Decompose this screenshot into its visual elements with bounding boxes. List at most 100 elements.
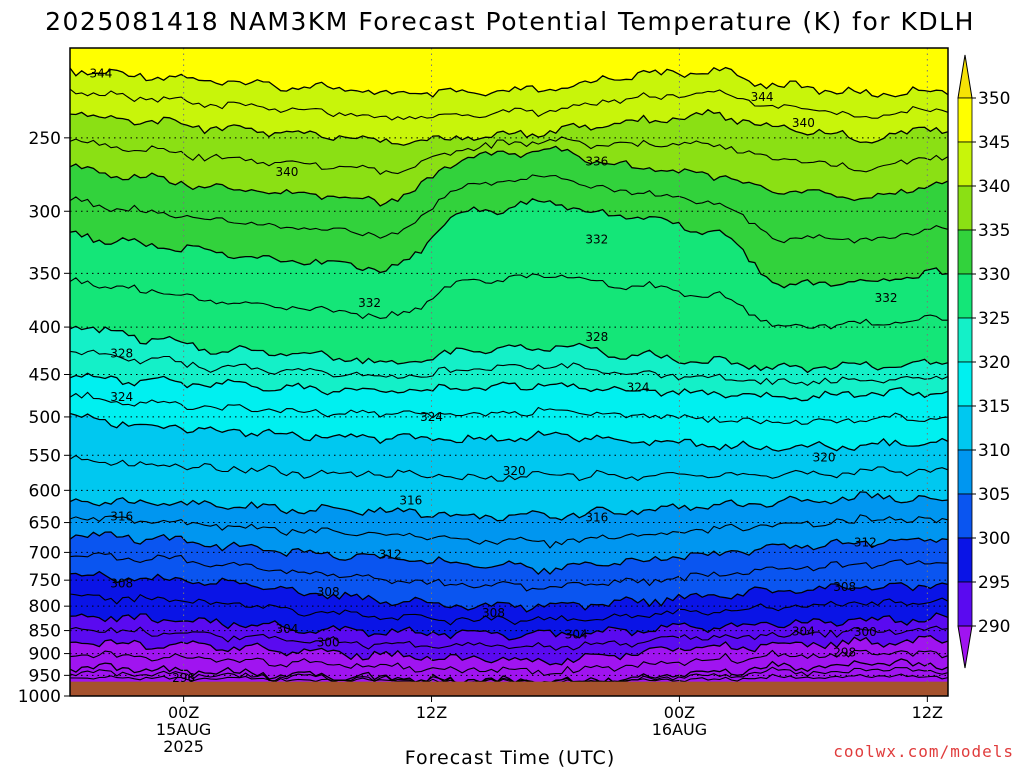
colorbar-segment — [957, 317, 973, 363]
y-tick-label: 650 — [29, 514, 61, 534]
contour-label: 340 — [275, 165, 298, 179]
isentrope-line-344 — [70, 66, 948, 98]
isentrope-line-314 — [70, 514, 948, 549]
x-axis-label: Forecast Time (UTC) — [405, 747, 615, 768]
x-tick-label: 00Z — [664, 703, 695, 722]
isentrope-line-328 — [70, 325, 948, 374]
contour-label-layer: 344 344 340 340 336 332 332 332 328 328 324 324 324 3… — [90, 66, 898, 685]
y-tick-label: 300 — [29, 202, 61, 222]
colorbar-segment — [957, 449, 973, 495]
contour-label: 340 — [792, 116, 815, 130]
contour-label: 304 — [275, 622, 298, 636]
colorbar-segment — [957, 361, 973, 407]
contour-label: 298 — [833, 646, 856, 660]
isentrope-line-340 — [70, 108, 948, 146]
colorbar-tick-label: 290 — [978, 617, 1010, 637]
contour-label: 344 — [751, 90, 774, 104]
colorbar-tick-label: 295 — [978, 573, 1010, 593]
colorbar-top-arrow — [957, 54, 973, 99]
contour-label: 316 — [399, 493, 422, 507]
isentrope-line-300 — [70, 635, 948, 666]
y-tick-label: 400 — [29, 318, 61, 338]
colorbar-tick-label: 325 — [978, 309, 1010, 329]
isentrope-line-318 — [70, 454, 948, 482]
colorbar-segment — [957, 537, 973, 583]
plot-frame — [69, 47, 949, 697]
contour-label: 316 — [585, 511, 608, 525]
isentrope-line-322 — [70, 391, 948, 425]
colorbar-segment — [957, 581, 973, 627]
colorbar-tick-label: 345 — [978, 133, 1010, 153]
contour-label: 328 — [110, 346, 133, 360]
contour-label: 300 — [317, 636, 340, 650]
ground-layer — [70, 681, 948, 696]
credit-text: coolwx.com/models — [833, 742, 1014, 761]
isentrope-line-326 — [70, 349, 948, 386]
colorbar-segment — [957, 273, 973, 319]
contour-label: 308 — [317, 585, 340, 599]
colorbar-tick-label: 335 — [978, 221, 1010, 241]
y-tick-label: 350 — [29, 264, 61, 284]
isentrope-line-surface-1 — [70, 666, 948, 686]
contour-label: 304 — [792, 625, 815, 639]
contour-label: 308 — [110, 576, 133, 590]
colorbar-segment — [957, 493, 973, 539]
y-tick-label: 750 — [29, 571, 61, 591]
contour-label: 332 — [358, 296, 381, 310]
y-tick-label: 700 — [29, 543, 61, 563]
y-tick-label: 550 — [29, 446, 61, 466]
chart-title: 2025081418 NAM3KM Forecast Potential Tem… — [45, 7, 975, 36]
x-axis: 00Z15AUG202512Z00Z16AUG12Z00Z17AUG — [156, 696, 943, 756]
grid-lines — [70, 48, 948, 696]
colorbar-tick-label: 300 — [978, 529, 1010, 549]
contour-label: 324 — [627, 381, 650, 395]
x-tick-label: 12Z — [912, 703, 943, 722]
colorbar-segment — [957, 405, 973, 451]
isentrope-line-298 — [70, 649, 948, 676]
colorbar: 350 345 340 335 330 325 320 315 310 305 300 295 290 — [957, 54, 1010, 669]
isentrope-line-304 — [70, 612, 948, 641]
x-tick-label: 12Z — [416, 703, 447, 722]
isentrope-line-324 — [70, 372, 948, 402]
colorbar-tick-label: 305 — [978, 485, 1010, 505]
isentrope-line-296 — [70, 658, 948, 687]
isentrope-line-332 — [70, 198, 948, 289]
contour-label: 320 — [503, 464, 526, 478]
y-tick-label: 800 — [29, 597, 61, 617]
y-tick-label: 850 — [29, 622, 61, 642]
colorbar-tick-label: 330 — [978, 265, 1010, 285]
contour-label: 324 — [110, 390, 133, 404]
contour-label: 300 — [854, 625, 877, 639]
isentrope-line-316 — [70, 491, 948, 522]
contour-label: 312 — [854, 535, 877, 549]
colorbar-tick-label: 315 — [978, 397, 1010, 417]
contour-label: 344 — [90, 66, 113, 80]
y-tick-label: 900 — [29, 645, 61, 665]
contour-label: 308 — [482, 606, 505, 620]
x-tick-label: 00Z — [168, 703, 199, 722]
isentrope-line-330 — [70, 273, 948, 330]
contour-label: 304 — [565, 627, 588, 641]
x-tick-label: 16AUG — [652, 720, 707, 739]
colorbar-tick-label: 350 — [978, 89, 1010, 109]
contour-label: 308 — [833, 580, 856, 594]
isentrope-line-338 — [70, 136, 948, 176]
contour-label: 336 — [585, 154, 608, 168]
isentrope-line-334 — [70, 174, 948, 244]
isentrope-line-320 — [70, 412, 948, 452]
isentrope-line-312 — [70, 531, 948, 576]
colorbar-segment — [957, 229, 973, 275]
y-tick-label: 250 — [29, 129, 61, 149]
x-tick-label: 2025 — [163, 737, 204, 756]
colorbar-tick-label: 340 — [978, 177, 1010, 197]
x-tick-label: 15AUG — [156, 720, 211, 739]
colorbar-tick-label: 320 — [978, 353, 1010, 373]
isentrope-lines — [70, 66, 948, 687]
colorbar-tick-label: 310 — [978, 441, 1010, 461]
isentrope-line-302 — [70, 625, 948, 651]
contour-label: 296 — [172, 671, 195, 685]
contour-label: 312 — [379, 548, 402, 562]
contour-label: 332 — [875, 291, 898, 305]
y-tick-label: 600 — [29, 481, 61, 501]
